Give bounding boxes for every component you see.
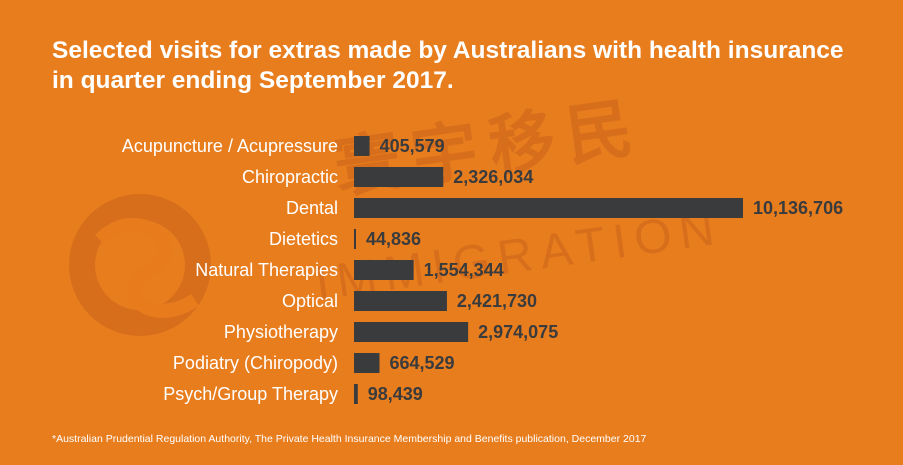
value-label: 405,579 <box>380 136 445 156</box>
value-label: 98,439 <box>368 384 423 404</box>
watermark-logo-swirl-icon <box>95 217 199 318</box>
category-label: Acupuncture / Acupressure <box>122 136 338 156</box>
category-label: Dietetics <box>269 229 338 249</box>
watermark-logo-icon <box>69 194 211 336</box>
chart-title: Selected visits for extras made by Austr… <box>52 37 844 94</box>
category-label: Psych/Group Therapy <box>163 384 338 404</box>
source-footnote: *Australian Prudential Regulation Author… <box>52 433 647 445</box>
category-label: Chiropractic <box>242 167 338 187</box>
bar <box>354 384 358 404</box>
watermark-chinese: 寰宇移民 <box>330 89 649 206</box>
bar <box>354 322 469 342</box>
bar <box>354 198 743 218</box>
bar <box>354 353 380 373</box>
value-label: 10,136,706 <box>753 198 843 218</box>
value-label: 664,529 <box>390 353 455 373</box>
category-label: Dental <box>286 198 338 218</box>
category-label: Optical <box>282 291 338 311</box>
category-label: Physiotherapy <box>224 322 338 342</box>
bar <box>354 136 370 156</box>
category-labels: Acupuncture / Acupressure Chiropractic Den… <box>122 136 338 404</box>
category-label: Natural Therapies <box>195 260 338 280</box>
bars <box>354 136 743 404</box>
value-label: 2,974,075 <box>478 322 558 342</box>
bar <box>354 229 356 249</box>
value-label: 2,421,730 <box>457 291 537 311</box>
category-label: Podiatry (Chiropody) <box>173 353 338 373</box>
bar <box>354 260 414 280</box>
value-label: 1,554,344 <box>424 260 504 280</box>
value-labels: 405,579 2,326,034 10,136,706 44,8361,554,34… <box>366 136 843 404</box>
bar <box>354 291 447 311</box>
bar <box>354 167 444 187</box>
value-label: 44,836 <box>366 229 421 249</box>
value-label: 2,326,034 <box>453 167 533 187</box>
